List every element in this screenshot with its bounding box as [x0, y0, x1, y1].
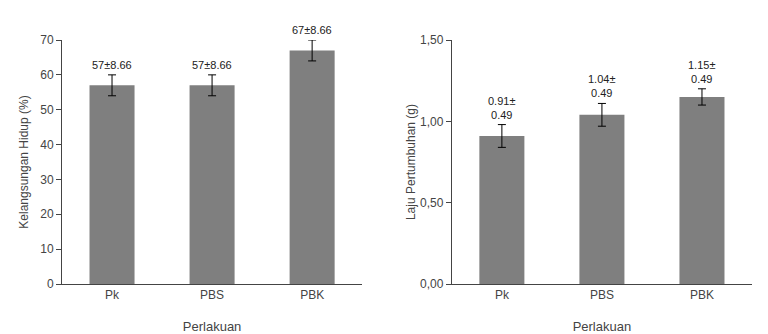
svg-text:10: 10	[40, 242, 54, 256]
svg-text:PBS: PBS	[590, 288, 614, 302]
svg-text:70: 70	[40, 33, 54, 47]
svg-text:PBS: PBS	[200, 288, 224, 302]
svg-text:PBK: PBK	[300, 288, 324, 302]
svg-text:0,00: 0,00	[420, 277, 444, 291]
svg-text:1,50: 1,50	[420, 33, 444, 47]
svg-text:30: 30	[40, 173, 54, 187]
svg-text:Laju Pertumbuhan (g): Laju Pertumbuhan (g)	[404, 104, 418, 220]
svg-text:57±8.66: 57±8.66	[92, 59, 132, 71]
svg-text:Pk: Pk	[105, 288, 120, 302]
svg-text:40: 40	[40, 138, 54, 152]
svg-text:0.91±0.49: 0.91±0.49	[488, 95, 515, 121]
svg-text:Perlakuan: Perlakuan	[573, 319, 632, 334]
svg-text:Kelangsungan Hidup (%): Kelangsungan Hidup (%)	[17, 95, 31, 228]
svg-text:50: 50	[40, 103, 54, 117]
svg-text:57±8.66: 57±8.66	[192, 59, 232, 71]
svg-text:0: 0	[47, 277, 54, 291]
svg-text:1.15±0.49: 1.15±0.49	[688, 59, 715, 85]
svg-text:1,00: 1,00	[420, 115, 444, 129]
svg-text:1.04±0.49: 1.04±0.49	[588, 73, 615, 99]
svg-text:0,50: 0,50	[420, 196, 444, 210]
svg-text:20: 20	[40, 207, 54, 221]
svg-text:67±8.66: 67±8.66	[292, 24, 332, 36]
svg-text:PBK: PBK	[690, 288, 714, 302]
svg-text:Perlakuan: Perlakuan	[183, 319, 242, 334]
svg-text:Pk: Pk	[495, 288, 510, 302]
svg-text:60: 60	[40, 68, 54, 82]
